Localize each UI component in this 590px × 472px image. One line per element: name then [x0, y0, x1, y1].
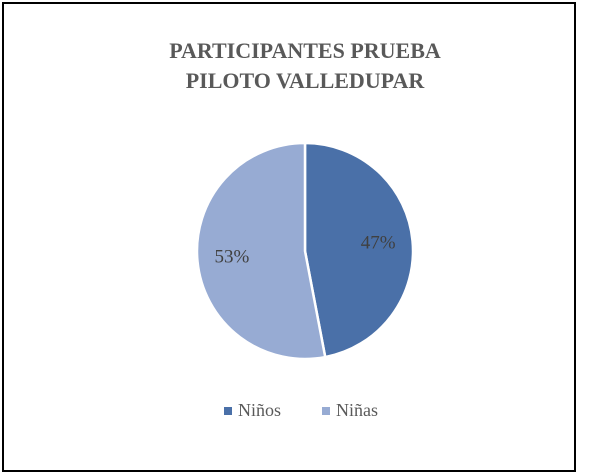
- chart-title: PARTICIPANTES PRUEBA PILOTO VALLEDUPAR: [169, 38, 441, 93]
- chart: 47% 53% Niños Niñas: [195, 141, 415, 420]
- legend-swatch: [224, 407, 232, 415]
- legend-swatch: [322, 407, 330, 415]
- data-label: 53%: [214, 246, 249, 267]
- pie-slice: [195, 141, 327, 361]
- legend-label: Niños: [238, 400, 281, 420]
- data-label: 47%: [361, 232, 396, 253]
- pie-slice: [303, 141, 415, 359]
- legend-label: Niñas: [336, 400, 378, 420]
